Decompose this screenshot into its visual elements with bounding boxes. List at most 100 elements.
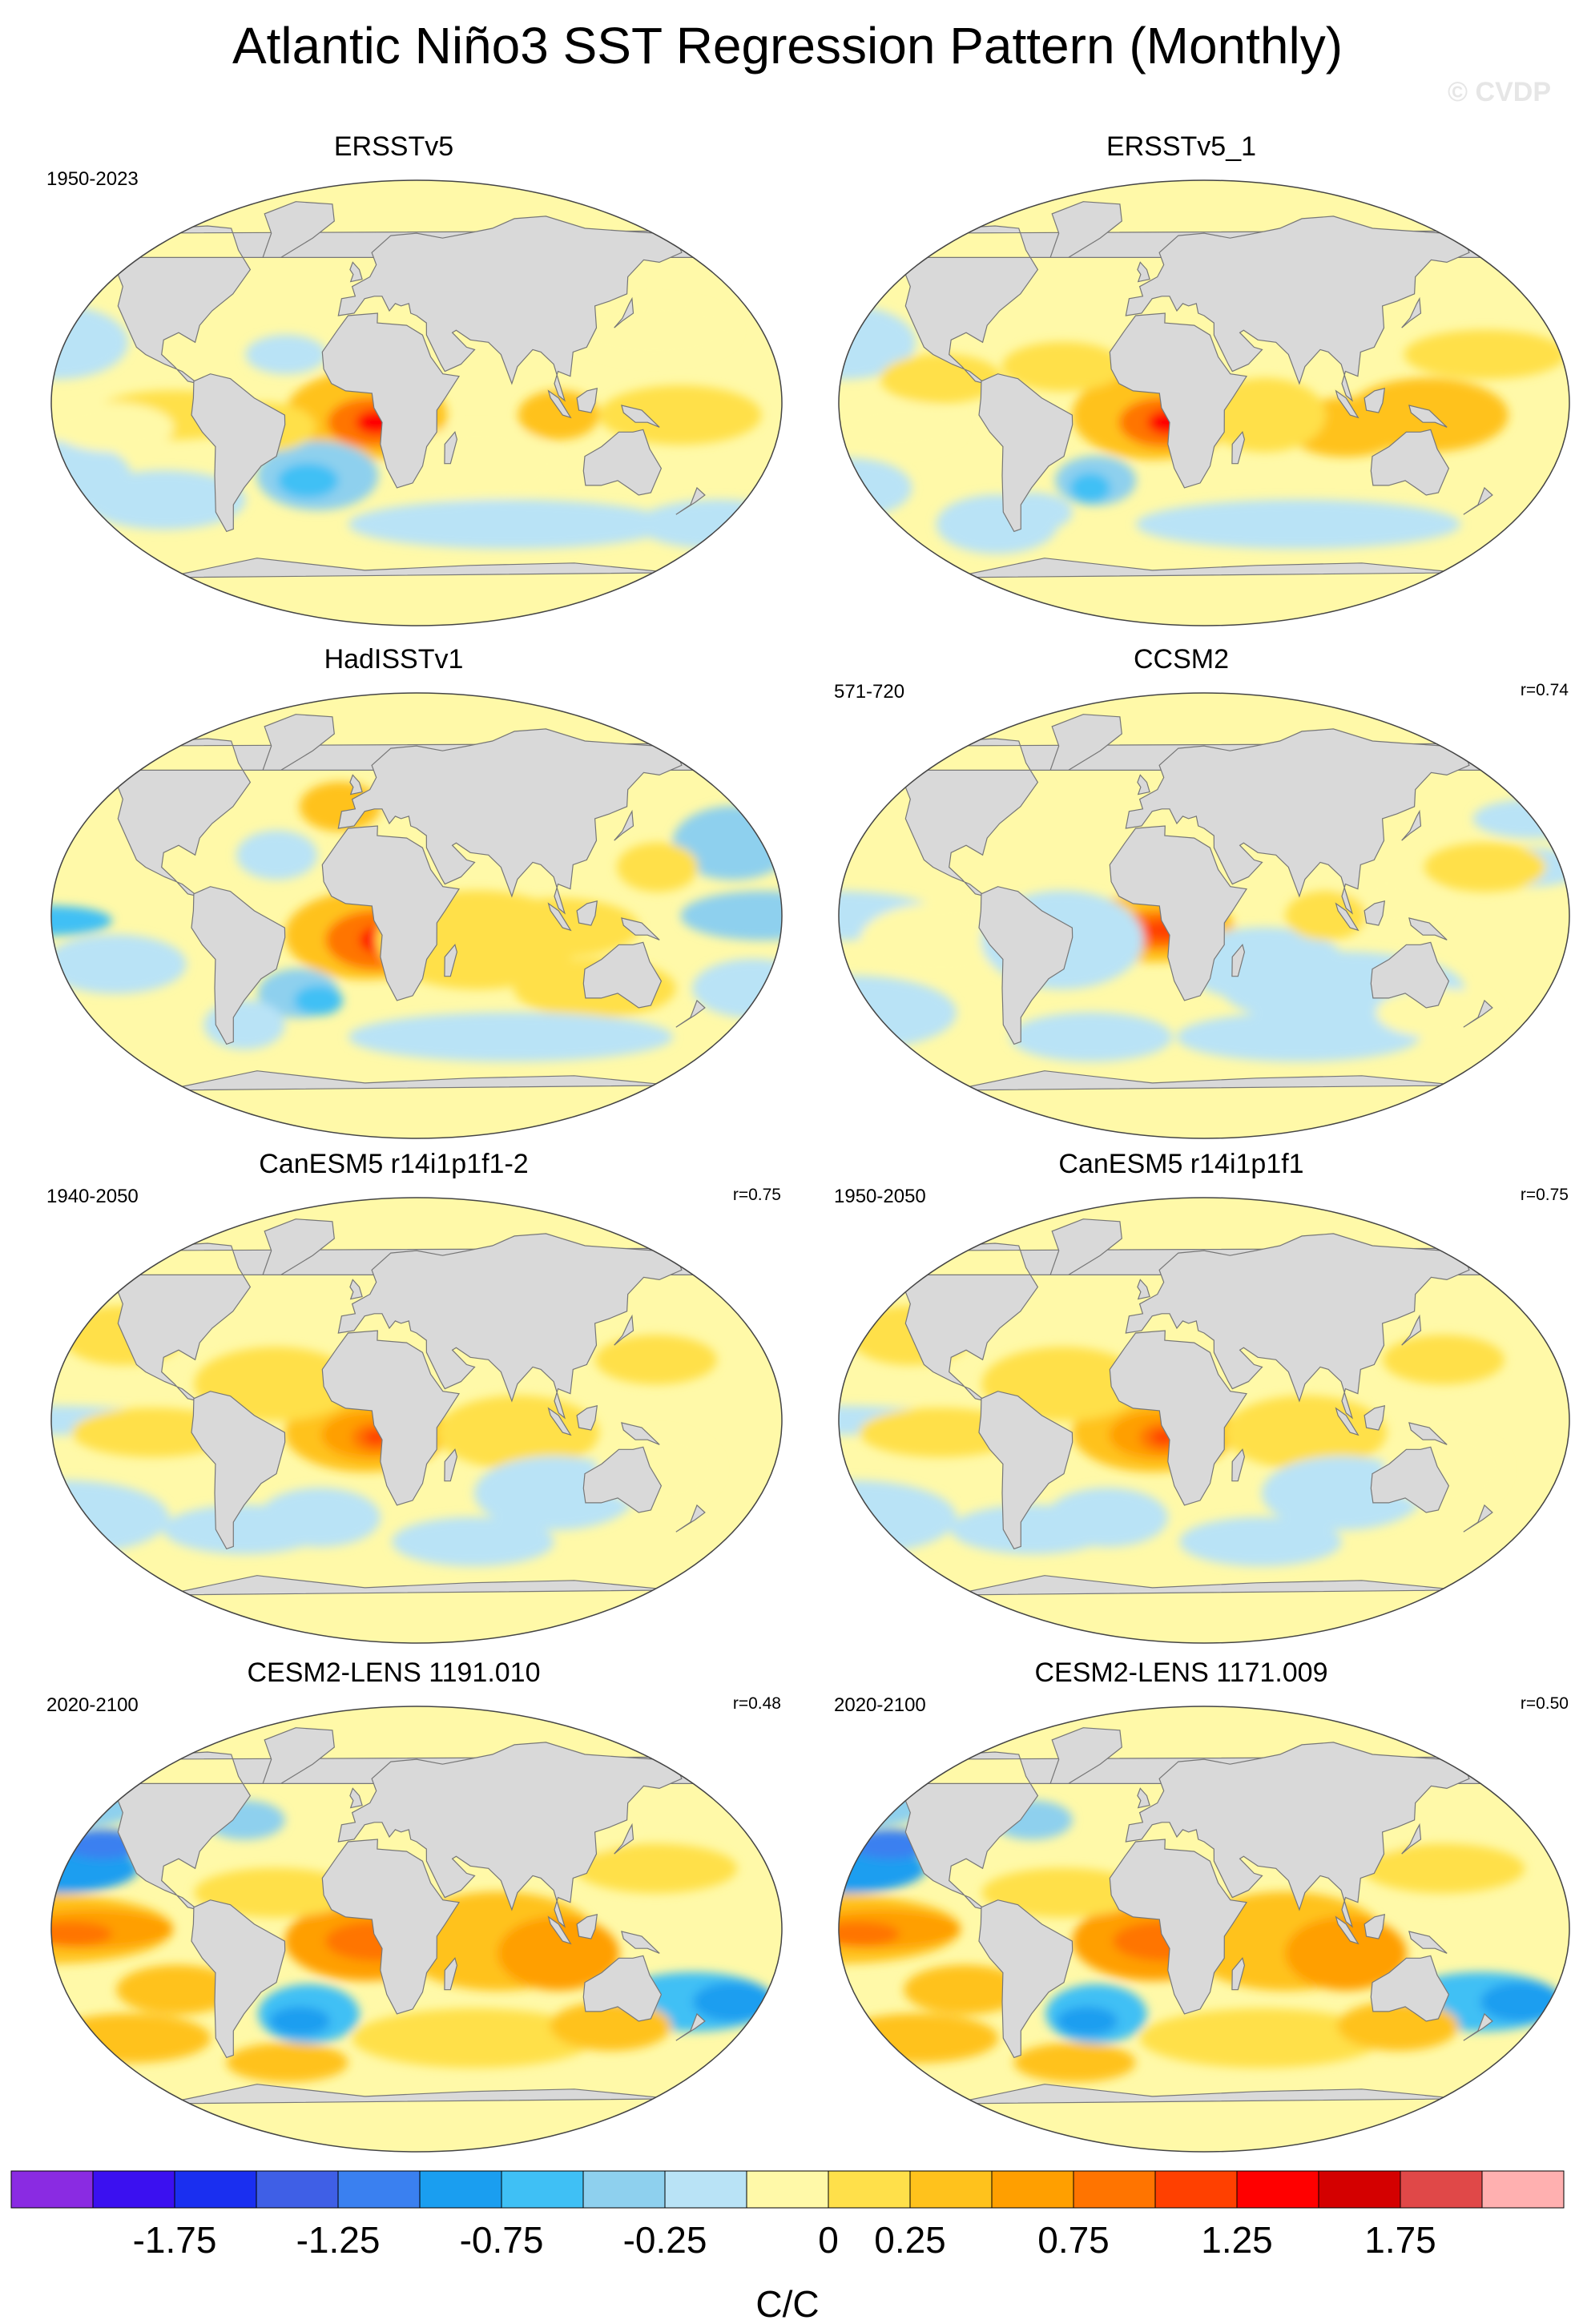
colorbar-swatch	[419, 2170, 502, 2209]
world-map	[838, 692, 1570, 1139]
colorbar-swatch	[582, 2170, 666, 2209]
colorbar-swatch	[337, 2170, 421, 2209]
sst-anomaly-patch	[1176, 1012, 1420, 1062]
land-nz	[675, 486, 706, 515]
colorbar-swatch	[174, 2170, 257, 2209]
land-borneo	[1364, 388, 1386, 413]
land-sumatra	[1335, 1407, 1359, 1436]
panel-period: 2020-2100	[46, 1694, 139, 1716]
land-borneo	[576, 900, 598, 926]
sst-anomaly-patch	[51, 905, 112, 936]
figure-title: Atlantic Niño3 SST Regression Pattern (M…	[232, 17, 1343, 75]
panel-title: CESM2-LENS 1191.010	[247, 1657, 541, 1688]
panel-title: CanESM5 r14i1p1f1	[1058, 1149, 1304, 1179]
land-northAmerica	[878, 738, 1504, 897]
sst-anomaly-patch	[348, 1012, 674, 1062]
land-japan	[614, 1823, 634, 1855]
colorbar-tick-label: 0	[818, 2219, 839, 2261]
panel-title: ERSSTv5	[333, 131, 454, 162]
colorbar-swatch	[1073, 2170, 1156, 2209]
colorbar-swatch	[10, 2170, 94, 2209]
land-northAmerica	[91, 225, 716, 385]
land-southAmerica	[978, 1899, 1073, 2059]
land-sumatra	[1335, 389, 1359, 419]
sst-anomaly-patch	[880, 353, 1002, 404]
colorbar-swatch	[991, 2170, 1074, 2209]
panel-period: 1950-2050	[834, 1186, 926, 1207]
colorbar-legend: -1.75 -1.25 -0.75 -0.25 0 0.25 0.75 1.25 1.75 C/…	[10, 2170, 1565, 2323]
land-uk	[1137, 1787, 1150, 1809]
sst-anomaly-patch	[1046, 1488, 1168, 1548]
land-nz	[675, 1504, 706, 1533]
colorbar-tick-label: 0.25	[874, 2219, 946, 2261]
cvdp-watermark: © CVDP	[1448, 77, 1551, 107]
land-nz	[1463, 999, 1493, 1028]
colorbar-tick-label: -0.75	[460, 2219, 544, 2261]
sst-anomaly-patch	[617, 842, 699, 892]
land-madagascar	[1231, 944, 1246, 977]
map-border	[838, 692, 1570, 1139]
sst-field	[51, 1198, 782, 1643]
sst-anomaly-patch	[236, 830, 318, 880]
sst-anomaly-patch	[1382, 1335, 1505, 1385]
map-panel: ERSSTv5 1950-2023	[0, 120, 788, 633]
sst-anomaly-patch	[52, 402, 174, 453]
land-eurasia	[337, 1233, 683, 1420]
map-panel: CESM2-LENS 1171.009 2020-2100 r=0.50	[788, 1646, 1575, 2159]
world-map	[50, 1197, 783, 1644]
land-sumatra	[1335, 902, 1359, 932]
land-borneo	[1364, 1914, 1386, 1939]
land-sumatra	[547, 902, 572, 932]
land-northAmerica	[91, 738, 716, 897]
panel-period: 1940-2050	[46, 1186, 139, 1207]
sst-anomaly-patch	[395, 426, 558, 501]
world-map	[838, 1197, 1570, 1644]
land-uk	[349, 774, 363, 795]
sst-anomaly-patch	[1009, 1012, 1173, 1062]
land-eurasia	[337, 1742, 683, 1928]
land-africa	[321, 825, 461, 1001]
land-southAmerica	[978, 886, 1073, 1045]
sst-field	[51, 1706, 782, 2152]
land-sumatra	[547, 389, 572, 419]
land-eurasia	[1125, 1742, 1470, 1928]
land-newguinea	[621, 1422, 660, 1445]
sst-anomaly-patch	[904, 1964, 1026, 2015]
land-uk	[349, 1279, 363, 1300]
panel-title: HadISSTv1	[324, 644, 464, 675]
sst-anomaly-patch	[1179, 1516, 1342, 1567]
panel-title: CCSM2	[1133, 644, 1230, 675]
land-japan	[1401, 1314, 1422, 1346]
world-map	[50, 179, 783, 626]
land-eurasia	[1125, 728, 1470, 915]
map-panel: HadISSTv1	[0, 633, 788, 1146]
land-newguinea	[1408, 1931, 1448, 1954]
sst-anomaly-patch	[1135, 499, 1461, 550]
sst-anomaly-patch	[392, 1516, 554, 1567]
sst-anomaly-patch	[245, 334, 327, 375]
land-borneo	[576, 1914, 598, 1939]
land-newguinea	[621, 917, 660, 940]
land-australia	[1370, 429, 1450, 496]
world-map	[838, 179, 1570, 626]
sst-anomaly-patch	[692, 1982, 775, 2022]
sst-anomaly-patch	[594, 1335, 717, 1385]
world-map	[838, 1706, 1570, 2153]
land-greenland	[1049, 201, 1122, 259]
land-africa	[1109, 1839, 1248, 2015]
colorbar-swatch	[664, 2170, 747, 2209]
sst-anomaly-patch	[1285, 891, 1367, 940]
land-nz	[1463, 486, 1493, 515]
land-southAmerica	[978, 373, 1073, 533]
sst-anomaly-patch	[294, 985, 343, 1016]
colorbar-swatch	[1400, 2170, 1483, 2209]
sst-anomaly-patch	[352, 2008, 596, 2068]
colorbar-swatch	[1236, 2170, 1319, 2209]
land-japan	[1401, 1823, 1422, 1855]
sst-anomaly-patch	[1424, 842, 1546, 892]
land-uk	[1137, 774, 1150, 795]
land-borneo	[576, 388, 598, 413]
land-southAmerica	[191, 373, 286, 533]
sst-anomaly-patch	[299, 781, 381, 832]
colorbar-tick-label: 1.75	[1364, 2219, 1436, 2261]
